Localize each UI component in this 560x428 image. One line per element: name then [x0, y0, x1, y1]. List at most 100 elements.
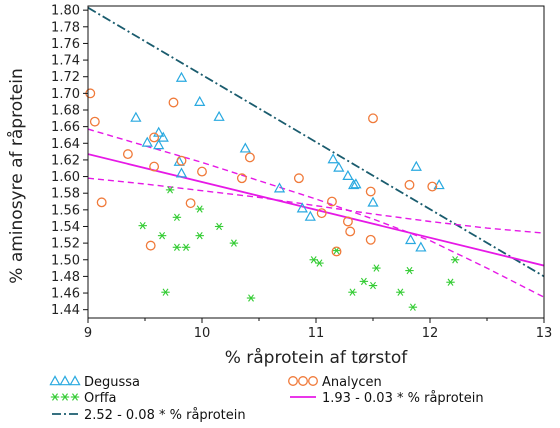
x-tick-label-2: 11	[308, 326, 325, 341]
legend-swatch-degussa	[49, 375, 81, 386]
orffa-point-5	[157, 231, 167, 240]
degussa-point-16	[350, 178, 362, 189]
legend-label-degussa: Degussa	[84, 375, 140, 390]
degussa-point-10	[175, 167, 188, 178]
y-tick-label-17: 1.78	[51, 20, 80, 35]
degussa-point-5	[157, 131, 169, 142]
legend-item-orffa: Orffa	[50, 391, 117, 406]
analycen-point-12	[404, 179, 415, 190]
orffa-point-2	[172, 213, 182, 222]
orffa-point-20	[396, 288, 405, 296]
legend-label-analycen: Analycen	[322, 375, 382, 390]
analycen-point-3	[149, 132, 160, 143]
legend-item-degussa: Degussa	[49, 375, 140, 390]
legend-label-line-teal: 2.52 - 0.08 * % råprotein	[84, 408, 246, 423]
orffa-point-10	[332, 246, 341, 255]
degussa-point-21	[304, 210, 316, 221]
analycen-point-17	[327, 196, 337, 207]
degussa-point-0	[175, 71, 188, 82]
orffa-point-13	[450, 256, 460, 264]
orffa-point-21	[161, 288, 170, 296]
degussa-point-6	[141, 136, 153, 147]
y-tick-label-14: 1.72	[51, 70, 80, 85]
degussa-point-14	[342, 169, 354, 181]
y-tick-label-11: 1.66	[51, 120, 80, 135]
orffa-point-6	[195, 231, 204, 240]
orffa-point-19	[348, 288, 357, 296]
x-tick-label-3: 12	[422, 326, 439, 341]
analycen-point-1	[89, 116, 100, 127]
analycen-point-19	[342, 216, 353, 227]
orffa-point-18	[446, 278, 455, 286]
analycen-point-7	[176, 155, 187, 166]
line-3	[88, 128, 544, 298]
x-axis-title: % råprotein af tørstof	[225, 347, 409, 368]
y-tick-label-6: 1.56	[51, 203, 80, 218]
y-tick-label-9: 1.62	[51, 153, 80, 168]
analycen-point-6	[244, 152, 255, 163]
legend-item-analycen: Analycen	[288, 375, 382, 390]
orffa-point-17	[368, 281, 378, 290]
orffa-point-12	[315, 259, 324, 267]
y-tick-label-5: 1.54	[51, 220, 80, 235]
line-0	[88, 6, 544, 278]
degussa-point-2	[213, 110, 225, 121]
x-tick-label-4: 13	[536, 326, 553, 341]
analycen-point-23	[331, 246, 342, 257]
legend-item-line-teal: 2.52 - 0.08 * % råprotein	[52, 408, 246, 423]
orffa-point-1	[195, 205, 204, 213]
analycen-point-14	[365, 186, 376, 197]
y-axis-title: % aminosyre af råprotein	[6, 68, 27, 283]
orffa-point-11	[309, 256, 318, 264]
analycen-point-13	[427, 181, 438, 192]
analycen-point-18	[316, 208, 327, 219]
analycen-point-9	[197, 166, 207, 177]
y-tick-label-7: 1.58	[51, 187, 80, 202]
degussa-point-1	[194, 95, 206, 106]
analycen-point-22	[145, 240, 156, 251]
legend-label-orffa: Orffa	[84, 391, 117, 406]
degussa-point-12	[327, 153, 339, 164]
y-tick-label-8: 1.60	[51, 170, 80, 185]
analycen-point-4	[368, 113, 378, 124]
analycen-point-2	[168, 97, 179, 108]
analycen-point-8	[149, 161, 160, 172]
y-tick-label-16: 1.76	[51, 37, 80, 52]
degussa-point-8	[239, 142, 251, 153]
legend-label-line-magenta: 1.93 - 0.03 * % råprotein	[322, 391, 484, 406]
y-tick-label-1: 1.46	[51, 287, 80, 302]
analycen-point-15	[96, 197, 107, 208]
orffa-point-9	[181, 243, 191, 251]
degussa-point-17	[410, 160, 422, 171]
legend-item-line-magenta: 1.93 - 0.03 * % råprotein	[290, 391, 484, 406]
y-tick-label-0: 1.44	[51, 303, 80, 318]
orffa-point-22	[246, 294, 256, 302]
analycen-point-21	[365, 234, 376, 245]
orffa-point-16	[359, 277, 369, 286]
degussa-point-15	[348, 179, 360, 190]
orffa-point-15	[405, 266, 414, 275]
degussa-point-22	[405, 233, 417, 245]
orffa-point-0	[165, 186, 175, 194]
plot-frame	[87, 5, 545, 319]
y-tick-label-2: 1.48	[51, 270, 80, 285]
degussa-point-23	[415, 241, 427, 252]
legend-swatch-orffa	[50, 393, 80, 401]
orffa-point-14	[372, 264, 381, 272]
analycen-point-5	[122, 149, 133, 160]
degussa-point-20	[296, 202, 308, 213]
line-2	[88, 177, 544, 234]
y-tick-label-18: 1.80	[51, 4, 80, 19]
degussa-point-13	[333, 161, 345, 172]
degussa-point-18	[433, 179, 445, 190]
degussa-point-19	[367, 196, 379, 207]
x-tick-label-0: 9	[84, 326, 92, 341]
legend: Degussa Analycen Orffa 1.93 - 0.03 * % råpr…	[49, 375, 484, 423]
analycen-point-20	[345, 226, 356, 237]
orffa-point-4	[214, 222, 224, 231]
y-tick-label-3: 1.50	[51, 253, 80, 268]
analycen-point-16	[185, 198, 196, 209]
plot-area	[85, 6, 544, 311]
degussa-point-7	[153, 139, 165, 150]
